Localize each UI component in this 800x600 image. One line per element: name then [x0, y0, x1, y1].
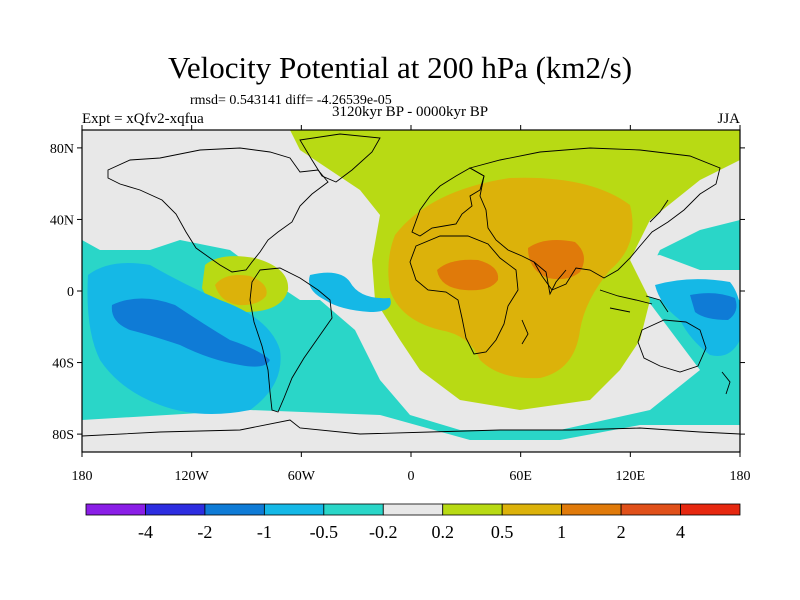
lon-tick-label: 60W: [288, 469, 316, 484]
lat-tick-label: 40S: [52, 357, 74, 372]
colorbar: -4 -2 -1 -0.5 -0.2 0.2 0.5 1 2 4: [85, 503, 741, 542]
lon-tick-label: 120E: [616, 469, 646, 484]
colorbar-label: 0.5: [491, 522, 514, 542]
lat-tick-label: 80S: [52, 428, 74, 443]
colorbar-label: 0.2: [431, 522, 454, 542]
velocity-potential-field: [82, 130, 740, 452]
colorbar-label: 1: [557, 522, 566, 542]
latitude-axis: 80N 40N 0 40S 80S: [50, 142, 745, 443]
period-label: 3120kyr BP - 0000kyr BP: [331, 104, 489, 120]
experiment-label: Expt = xQfv2-xqfua: [82, 111, 204, 127]
coast-greenland: [299, 133, 381, 183]
colorbar-swatch: [204, 503, 265, 516]
colorbar-label: -1: [257, 522, 272, 542]
colorbar-swatch: [85, 503, 146, 516]
stats-line: rmsd= 0.543141 diff= -4.26539e-05: [190, 93, 392, 108]
coast-australia: [637, 319, 707, 373]
coast-africa: [409, 235, 519, 355]
coastlines: [82, 133, 740, 437]
coast-japan: [649, 199, 669, 223]
map-title: Velocity Potential at 200 hPa (km2/s): [167, 50, 633, 85]
colorbar-label: 2: [617, 522, 626, 542]
colorbar-swatch: [382, 503, 444, 516]
coast-antarctica: [82, 419, 740, 437]
coast-north-america: [107, 147, 329, 273]
colorbar-swatch: [323, 503, 384, 516]
coast-new-zealand: [721, 371, 731, 395]
field-positive-strong-asia: [528, 240, 584, 280]
colorbar-label: 4: [676, 522, 685, 542]
coast-madagascar: [521, 319, 529, 345]
colorbar-swatch: [145, 503, 206, 516]
coast-south-america: [249, 267, 333, 413]
field-positive-mid: [388, 177, 633, 379]
colorbar-label: -0.5: [310, 522, 339, 542]
colorbar-label: -2: [197, 522, 212, 542]
colorbar-label: -0.2: [369, 522, 398, 542]
lon-tick-label: 120W: [175, 469, 210, 484]
colorbar-label: -4: [138, 522, 153, 542]
colorbar-swatch: [501, 503, 563, 516]
season-label: JJA: [717, 111, 740, 127]
field-negative-mid-atlantic: [309, 272, 391, 312]
longitude-axis: 180 120W 60W 0 60E 120E 180: [72, 125, 751, 484]
colorbar-swatch: [680, 503, 741, 516]
lon-tick-label: 180: [730, 469, 751, 484]
lon-tick-label: 180: [72, 469, 93, 484]
field-positive-strong-africa: [437, 259, 499, 291]
coast-asia: [468, 147, 721, 291]
lat-tick-label: 0: [67, 285, 74, 300]
colorbar-swatch: [620, 503, 681, 516]
coast-indonesia: [599, 289, 669, 313]
colorbar-swatch: [561, 503, 622, 516]
field-negative-strong-westpac: [690, 293, 737, 320]
coast-europe: [411, 167, 485, 237]
colorbar-swatch: [263, 503, 325, 516]
lat-tick-label: 80N: [50, 142, 74, 157]
lon-tick-label: 60E: [509, 469, 532, 484]
field-positive-mid-americas: [215, 275, 267, 306]
field-neutral-south: [82, 410, 740, 452]
lon-tick-label: 0: [408, 469, 415, 484]
colorbar-swatch: [442, 503, 503, 516]
lat-tick-label: 40N: [50, 213, 74, 228]
field-negative-strong-pacific: [111, 298, 271, 367]
coast-india: [533, 261, 567, 296]
